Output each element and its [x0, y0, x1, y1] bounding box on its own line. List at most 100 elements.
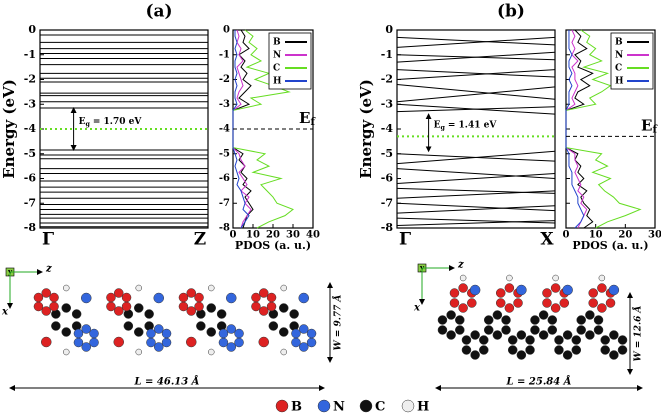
atom — [73, 337, 84, 348]
atom — [154, 324, 164, 334]
atom-legend-label: H — [417, 400, 429, 415]
atom — [186, 336, 197, 348]
atom-legend-label: C — [375, 400, 385, 415]
x-tick-label: 20 — [618, 230, 632, 241]
band-line — [396, 220, 556, 227]
atom — [121, 292, 132, 303]
atom — [483, 315, 494, 325]
atom — [600, 345, 610, 355]
atom — [258, 336, 269, 348]
atom — [525, 345, 535, 355]
atom — [504, 283, 515, 293]
atom — [121, 301, 132, 312]
atom — [234, 337, 244, 348]
atom — [501, 315, 511, 325]
legend-label: C — [615, 64, 622, 74]
axis-label: y — [419, 263, 425, 272]
atom — [588, 298, 598, 308]
atom — [306, 328, 317, 339]
atom — [89, 337, 99, 348]
y-tick-label: -6 — [219, 173, 230, 184]
atom — [542, 298, 552, 308]
atom — [576, 325, 586, 335]
atom — [317, 399, 331, 413]
atom — [547, 325, 558, 335]
atom — [33, 301, 44, 312]
atom — [461, 335, 472, 345]
band-line — [396, 36, 556, 48]
band-line — [396, 190, 556, 199]
atom — [605, 298, 616, 308]
atom — [459, 274, 467, 282]
atom — [538, 330, 549, 340]
atom — [593, 315, 604, 325]
x-tick-label: 30 — [286, 230, 300, 241]
atom — [135, 284, 142, 292]
atom — [525, 335, 535, 345]
width-label: W = 12.6 Å — [632, 306, 644, 362]
y-tick-label: -1 — [219, 49, 230, 60]
atom — [291, 328, 301, 339]
atom — [299, 324, 309, 334]
y-tick-label: -1 — [24, 48, 36, 61]
gap-label: Eg = 1.41 eV — [434, 120, 498, 131]
atom — [61, 327, 71, 337]
atom — [208, 284, 215, 292]
atom — [49, 301, 59, 312]
atom — [89, 328, 99, 339]
x-tick-label: 30 — [648, 230, 661, 241]
length-label: L = 46.13 Å — [134, 376, 200, 388]
y-tick-label: -8 — [24, 221, 37, 234]
atom — [458, 283, 468, 293]
panel-title: (b) — [497, 2, 525, 22]
atom — [134, 327, 144, 337]
legend-label: B — [615, 38, 623, 48]
axis-label: z — [45, 264, 52, 275]
symbol: E — [641, 116, 652, 134]
atom — [461, 345, 472, 355]
atom — [154, 342, 164, 352]
atom — [467, 298, 477, 308]
symbol: E — [299, 109, 310, 127]
atom — [492, 310, 503, 320]
atom — [114, 288, 124, 298]
length-label: L = 25.84 Å — [506, 376, 572, 388]
atom — [562, 350, 573, 360]
atom — [401, 399, 415, 413]
gap-label: Eg = 1.70 eV — [79, 117, 143, 128]
atom — [479, 345, 489, 355]
atom — [495, 298, 506, 308]
atom — [516, 284, 527, 296]
legend-label: N — [273, 51, 281, 61]
atom — [617, 335, 628, 345]
y-tick-label: -5 — [219, 148, 230, 159]
atom — [446, 310, 456, 320]
atom — [123, 321, 134, 331]
axis-label: y — [7, 267, 13, 276]
atom — [585, 310, 595, 320]
band-line — [396, 51, 556, 63]
fermi-label: Ef — [299, 109, 316, 128]
atom — [501, 325, 511, 335]
y-tick-label: -4 — [381, 122, 394, 135]
atom — [226, 324, 236, 334]
atom — [63, 348, 70, 356]
atom — [259, 306, 269, 316]
band-line — [396, 205, 556, 214]
y-tick-label: -7 — [24, 196, 36, 209]
atom — [598, 274, 606, 282]
x-tick-label: 0 — [563, 230, 570, 241]
band-line — [396, 150, 556, 165]
atom — [196, 321, 206, 331]
atom — [562, 284, 573, 296]
band-line — [396, 217, 556, 224]
atom — [538, 310, 549, 320]
atom — [280, 284, 287, 292]
x-tick-label: Γ — [42, 230, 54, 250]
subscript: f — [310, 116, 316, 128]
y-tick-label: -1 — [381, 48, 393, 61]
x-tick-label: 10 — [246, 230, 260, 241]
atom — [178, 292, 189, 303]
atom — [144, 309, 154, 319]
